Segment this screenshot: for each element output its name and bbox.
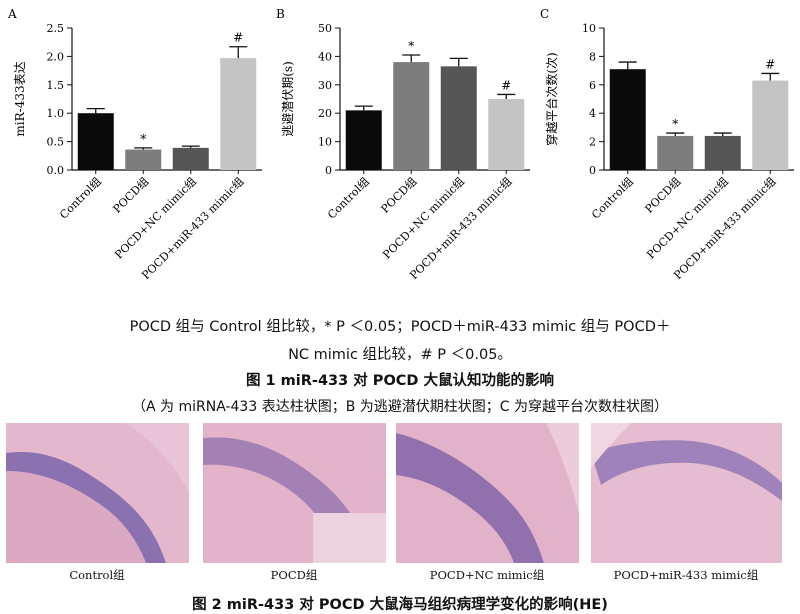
x-tick-label: POCD组 [642, 174, 683, 215]
bar [704, 135, 741, 170]
figure1-subtitle: （A 为 miRNA-433 表达柱状图；B 为逃避潜伏期柱状图；C 为穿越平台… [132, 399, 668, 415]
bar [172, 147, 209, 170]
y-tick-label: 0.0 [47, 164, 65, 177]
bar [345, 110, 382, 170]
x-tick-label: Control组 [325, 174, 372, 221]
figure1-note-line1: POCD 组与 Control 组比较，* P ＜0.05；POCD＋miR-4… [129, 319, 671, 335]
bar [125, 149, 162, 170]
x-tick-label: Control组 [57, 174, 104, 221]
x-tick-label: Control组 [589, 174, 636, 221]
histology-image-control [6, 423, 189, 563]
significance-mark: * [140, 132, 146, 146]
panel-label: B [276, 7, 285, 21]
bar-chart-panel-a: A 0.0 0.5 1.0 1.5 2.0 2.5 miR-433表达 Control组 * POC… [7, 7, 262, 282]
significance-mark: * [672, 117, 678, 131]
y-axis-label: 逃避潜伏期(s) [281, 61, 295, 137]
bar [609, 69, 646, 170]
figure2-title: 图 2 miR-433 对 POCD 大鼠海马组织病理学变化的影响(HE) [192, 597, 608, 613]
histology-label-pocd-mir433-mimic: POCD+miR-433 mimic组 [613, 568, 759, 582]
histology-label-control: Control组 [69, 568, 125, 582]
y-tick-label: 20 [318, 107, 332, 120]
figure1-note-line2: NC mimic 组比较，# P ＜0.05。 [288, 347, 512, 363]
bar [220, 58, 257, 170]
y-tick-label: 40 [318, 50, 332, 63]
panel-label: C [540, 7, 549, 21]
x-tick-label: POCD组 [110, 174, 151, 215]
y-axis-label: 穿越平台次数(次) [544, 52, 559, 145]
y-axis-label: miR-433表达 [13, 61, 27, 136]
x-tick-label: POCD组 [378, 174, 419, 215]
significance-mark: * [408, 39, 414, 53]
bar [752, 80, 789, 170]
x-tick-label: POCD+NC mimic组 [380, 174, 467, 261]
histology-label-pocd-nc-mimic: POCD+NC mimic组 [429, 568, 545, 582]
significance-mark: # [765, 57, 775, 71]
histology-image-pocd-nc-mimic [396, 423, 579, 563]
bar [657, 135, 694, 170]
x-tick-label: POCD+NC mimic组 [112, 174, 199, 261]
histology-image-pocd [203, 423, 386, 563]
bar [488, 99, 525, 170]
y-tick-label: 50 [318, 22, 332, 35]
significance-mark: # [233, 31, 243, 45]
histology-image-pocd-mir433-mimic [591, 423, 782, 563]
y-tick-label: 4 [589, 107, 596, 120]
significance-mark: # [501, 78, 511, 92]
y-tick-label: 0.5 [47, 136, 65, 149]
y-tick-label: 0 [325, 164, 332, 177]
y-tick-label: 6 [589, 79, 596, 92]
histology-label-pocd: POCD组 [270, 568, 318, 582]
y-tick-label: 0 [589, 164, 596, 177]
bar [440, 66, 477, 170]
bar-chart-panel-b: B 0 10 20 30 40 50 逃避潜伏期(s) Control组 * POCD组POCD+N… [276, 7, 530, 282]
y-tick-label: 8 [589, 50, 596, 63]
panel-label: A [7, 7, 17, 21]
x-tick-label: POCD+NC mimic组 [644, 174, 731, 261]
bar [393, 62, 430, 170]
figure1-title: 图 1 miR-433 对 POCD 大鼠认知功能的影响 [246, 373, 554, 389]
y-tick-label: 10 [318, 136, 332, 149]
y-tick-label: 2 [589, 136, 596, 149]
y-tick-label: 1.0 [47, 107, 65, 120]
bar [77, 113, 114, 170]
y-tick-label: 2.0 [47, 50, 65, 63]
y-tick-label: 2.5 [47, 22, 65, 35]
y-tick-label: 10 [582, 22, 596, 35]
y-tick-label: 30 [318, 79, 332, 92]
y-tick-label: 1.5 [47, 79, 65, 92]
